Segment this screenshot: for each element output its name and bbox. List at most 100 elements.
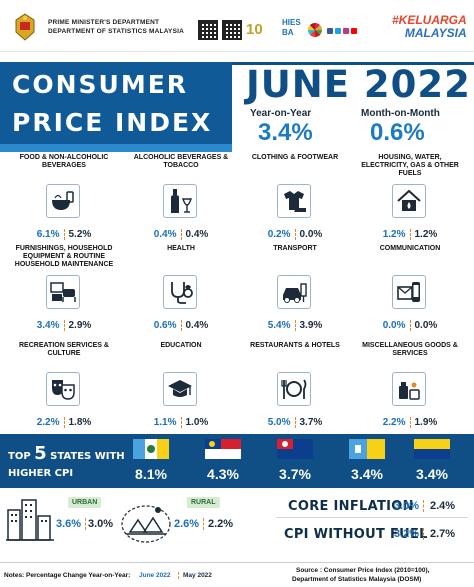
food-icon [46,184,80,218]
core-inflation-mom: 2.4% [430,500,456,512]
category-mom: 3.9% [299,320,323,331]
title-line-1: CONSUMER [12,70,189,99]
category-values: 5.4% 3.9% [240,320,350,331]
department-name: PRIME MINISTER'S DEPARTMENT DEPARTMENT O… [48,18,184,36]
category-label: COMMUNICATION [379,245,441,252]
category-label: FOOD & NON-ALCOHOLIC BEVERAGES [19,154,109,169]
category-mom: 1.9% [414,417,438,428]
cpi-without-fuel-yoy: 3.2% [394,528,425,540]
category-values: 1.2% 1.2% [355,229,465,240]
rural-village-icon [121,505,171,543]
category-mom: 1.8% [68,417,92,428]
stethoscope-icon [163,275,197,309]
mom-value: 0.6% [370,119,425,146]
category-yoy: 1.2% [383,229,411,240]
cpi-without-fuel-label: CPI WITHOUT FUEL [284,527,428,542]
footer-source-2: Department of Statistics Malaysia (DOSM) [292,576,422,583]
anniversary-logo: 10 [246,21,263,38]
state-1-value: 8.1% [135,466,167,482]
category-yoy: 5.4% [268,320,296,331]
masks-icon [46,372,80,406]
category-card: FURNISHINGS, HOUSEHOLD EQUIPMENT & ROUTI… [9,243,119,339]
category-values: 0.0% 0.0% [355,320,465,331]
category-values: 1.1% 1.0% [126,417,236,428]
top-states-title: TOP 5 STATES WITH HIGHER CPI [8,443,125,480]
report-month: JUNE 2022 [246,63,471,106]
phone-icon [392,275,426,309]
footer-notes: Notes: Percentage Change Year-on-Year: [4,572,131,579]
category-mom: 0.4% [185,229,209,240]
toiletries-icon [392,372,426,406]
category-label: FURNISHINGS, HOUSEHOLD EQUIPMENT & ROUTI… [14,245,114,268]
category-values: 5.0% 3.7% [240,417,350,428]
graduation-cap-icon [163,372,197,406]
social-media-icons [326,23,364,37]
category-mom: 1.2% [414,229,438,240]
sdg-wheel-icon [308,23,322,37]
urban-tag: URBAN [68,497,102,508]
category-yoy: 3.4% [37,320,65,331]
category-values: 0.4% 0.4% [126,229,236,240]
bottle-icon [163,184,197,218]
coat-of-arms-icon [15,13,35,41]
header-bar: PRIME MINISTER'S DEPARTMENT DEPARTMENT O… [0,0,474,52]
footer: Notes: Percentage Change Year-on-Year: J… [0,562,474,587]
category-yoy: 0.4% [154,229,182,240]
category-card: ALCOHOLIC BEVERAGES & TOBACCO 0.4% 0.4% [126,152,236,248]
category-mom: 0.0% [414,320,438,331]
rural-tag: RURAL [187,497,220,508]
category-yoy: 0.2% [268,229,296,240]
flag-selangor-icon [414,439,450,459]
flag-pulau-pinang-icon [133,439,169,459]
category-mom: 0.0% [299,229,323,240]
qr-code-icon [222,20,242,40]
category-values: 2.2% 1.9% [355,417,465,428]
category-label: HEALTH [167,245,195,252]
category-mom: 3.7% [299,417,323,428]
urban-yoy: 3.6% [56,518,87,530]
car-icon [277,275,311,309]
state-2-value: 4.3% [207,466,239,482]
rural-yoy: 2.6% [174,518,205,530]
category-card: RECREATION SERVICES & CULTURE 2.2% 1.8% [9,340,119,436]
cpi-without-fuel-mom: 2.7% [430,528,456,540]
rural-mom: 2.2% [208,518,234,530]
title-line-2: PRICE INDEX [12,108,213,137]
keluarga-malaysia-logo: #KELUARGA MALAYSIA [392,13,467,40]
category-label: RESTAURANTS & HOTELS [250,342,340,349]
category-label: CLOTHING & FOOTWEAR [251,154,339,161]
mom-label: Month-on-Month [361,108,440,119]
category-card: CLOTHING & FOOTWEAR 0.2% 0.0% [240,152,350,248]
category-card: TRANSPORT 5.4% 3.9% [240,243,350,339]
category-card: HOUSING, WATER, ELECTRICITY, GAS & OTHER… [355,152,465,248]
category-card: FOOD & NON-ALCOHOLIC BEVERAGES 6.1% 5.2% [9,152,119,248]
banner-stripe [232,62,474,65]
category-values: 6.1% 5.2% [9,229,119,240]
category-yoy: 1.1% [154,417,182,428]
state-3-value: 3.7% [279,466,311,482]
category-yoy: 0.0% [383,320,411,331]
category-label: MISCELLANEOUS GOODS & SERVICES [362,342,458,357]
state-5-value: 3.4% [416,466,448,482]
flag-johor-icon [277,439,313,459]
category-mom: 2.9% [68,320,92,331]
dept-line-2: DEPARTMENT OF STATISTICS MALAYSIA [48,28,185,35]
category-card: COMMUNICATION 0.0% 0.0% [355,243,465,339]
category-mom: 0.4% [185,320,209,331]
yoy-label: Year-on-Year [250,108,312,119]
category-values: 0.2% 0.0% [240,229,350,240]
category-yoy: 5.0% [268,417,296,428]
clothing-icon [277,184,311,218]
dept-line-1: PRIME MINISTER'S DEPARTMENT [48,19,160,26]
category-label: EDUCATION [160,342,202,349]
category-mom: 5.2% [68,229,92,240]
category-card: EDUCATION 1.1% 1.0% [126,340,236,436]
category-yoy: 2.2% [383,417,411,428]
category-card: MISCELLANEOUS GOODS & SERVICES 2.2% 1.9% [355,340,465,436]
hies-logo: HIES BA [282,18,301,37]
urban-mom: 3.0% [88,518,114,530]
yoy-value: 3.4% [258,119,313,146]
category-yoy: 6.1% [37,229,65,240]
footer-may: May 2022 [178,572,212,579]
